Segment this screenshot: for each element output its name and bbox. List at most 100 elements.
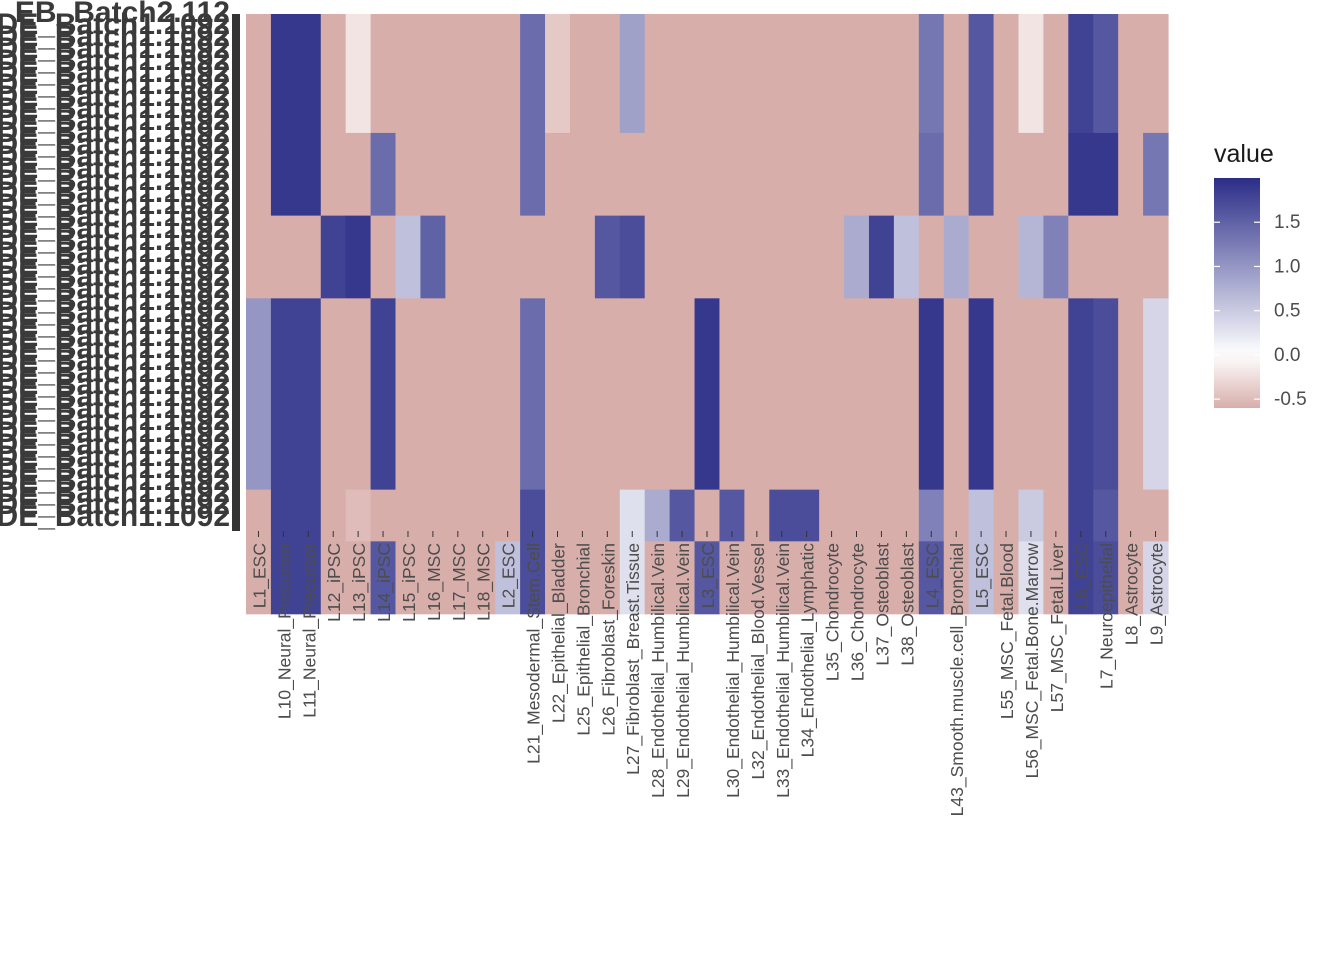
heatmap-cell [1018,132,1045,217]
heatmap-cell [370,298,397,491]
x-tick-label: L3_ESC [698,543,719,608]
row-label: DE_Batch1.1092 [0,356,230,389]
heatmap-cell [794,298,820,491]
heatmap-cell [345,541,372,615]
heatmap-cell [1143,541,1169,615]
legend-tick-label: -0.5 [1274,389,1307,410]
heatmap-cell [1093,14,1119,134]
heatmap-cell [1143,132,1169,217]
heatmap-cell [993,215,1020,299]
row-label: DE_Batch1.1092 [0,236,230,269]
heatmap-cell [719,541,745,615]
heatmap-cell [943,298,970,491]
x-tick-label: L34_Endothelial_Lymphatic [798,543,819,758]
heatmap-cell [495,298,521,491]
heatmap-cell [694,215,721,299]
legend: value 1.5 1.0 0.5 0.0 -0.5 [1214,140,1307,410]
heatmap-cell [619,215,646,299]
heatmap-cell [569,541,596,615]
x-tick-label: L55_MSC_Fetal.Blood [997,543,1018,719]
x-tick-label: L22_Epithelial_Bladder [548,543,569,723]
heatmap-cell [694,298,721,491]
heatmap-cell [445,215,471,299]
heatmap-cell [769,14,795,134]
heatmap-cell [1043,215,1069,299]
row-tick-band [232,14,240,531]
heatmap-cell [445,298,471,491]
heatmap-cell [1118,541,1144,615]
heatmap-cell [295,132,322,217]
x-tick-label: L43_Smooth.muscle.cell_Bronchial [947,543,968,816]
heatmap-cell [619,132,646,217]
heatmap-cell [545,298,571,491]
heatmap-cell [270,541,297,615]
heatmap-cell [594,215,621,299]
heatmap-cell [320,298,347,491]
heatmap-cell [246,541,272,615]
legend-tick-label: 1.0 [1274,256,1300,277]
row-label: DE_Batch1.1092 [0,416,230,449]
row-label: DE_Batch1.1092 [0,428,230,461]
heatmap-cell [1118,298,1144,491]
row-label: DE_Batch1.1092 [0,116,230,149]
heatmap-cell [719,215,745,299]
heatmap-cell [545,541,571,615]
heatmap-cell [844,132,870,217]
heatmap-cell [868,215,895,299]
heatmap-cell [1018,541,1045,615]
heatmap-cell [644,215,671,299]
heatmap-cell [1018,215,1045,299]
heatmap-cell [295,541,322,615]
row-label: DE_Batch1.1092 [0,296,230,329]
x-tick-label: L6_ESC [1072,543,1093,608]
heatmap-cell [270,14,297,134]
heatmap-cell [1043,298,1069,491]
heatmap-cell [993,14,1020,134]
heatmap-cell [719,298,745,491]
x-tick-label: L28_Endothelial_Humbilical.Vein [648,543,669,798]
row-label: DE_Batch1.1092 [0,284,230,317]
heatmap-cell [918,541,945,615]
heatmap-cell [345,132,372,217]
row-label: DE_Batch1.1092 [0,308,230,341]
x-tick-label: L21_Mesodermal_Stem.Cell [524,543,545,764]
heatmap-cell [644,132,671,217]
heatmap-cell [594,14,621,134]
x-tick-label: L33_Endothelial_Humbilical.Vein [773,543,794,798]
heatmap-cell [968,132,995,217]
heatmap-cell [918,298,945,491]
row-label: DE_Batch1.1092 [0,56,230,89]
row-label: DE_Batch1.1092 [0,440,230,473]
row-label: EB_Batch2.112 [15,0,230,29]
heatmap-cell [669,14,696,134]
heatmap-cell [420,14,446,134]
heatmap-cell [594,541,621,615]
x-tick-label: L36_Chondrocyte [848,543,869,681]
x-tick-label: L5_ESC [972,543,993,608]
heatmap-cell [420,215,446,299]
heatmap-cell [270,298,297,491]
heatmap-cell [868,14,895,134]
row-label: DE_Batch1.1092 [0,80,230,113]
row-label: DE_Batch1.1092 [0,200,230,233]
row-label: DE_Batch1.1092 [0,212,230,245]
heatmap-cell [246,298,272,491]
legend-colorbar [1214,178,1260,408]
heatmap-cell [1093,132,1119,217]
heatmap-cell [495,215,521,299]
heatmap-cell [345,14,372,134]
x-tick-label: L11_Neural_Precursor [299,543,320,718]
heatmap-cell [569,132,596,217]
legend-tick-label: 0.5 [1274,301,1300,322]
heatmap-cell [1068,298,1094,491]
heatmap-cell [569,14,596,134]
heatmap-cell [694,541,721,615]
heatmap-cell [246,14,272,134]
row-label: DE_Batch1.1092 [0,500,230,533]
x-tick-label: L13_iPSC [349,543,370,622]
heatmap-cell [694,14,721,134]
heatmap-cell [1018,14,1045,134]
heatmap-cell [1143,215,1169,299]
row-label: DE_Batch1.1092 [0,404,230,437]
row-label: DE_Batch1.1092 [0,44,230,77]
